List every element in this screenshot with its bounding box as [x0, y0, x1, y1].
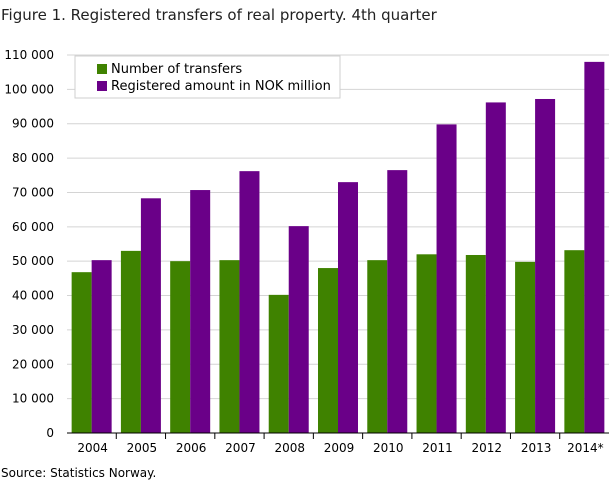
bar-registered-amount-2006 — [190, 190, 211, 433]
y-tick-label: 10 000 — [12, 392, 54, 406]
axes: 0 10 000 20 000 30 000 40 000 50 000 60 000 70 … — [4, 48, 609, 455]
bar-registered-amount-2005 — [140, 198, 161, 433]
bar-number-of-transfers-2007 — [219, 260, 240, 433]
bar-registered-amount-2004 — [91, 260, 112, 433]
y-tick-label: 60 000 — [12, 220, 54, 234]
bar-registered-amount-2012 — [485, 102, 506, 434]
legend: Number of transfers Registered amount in … — [74, 55, 341, 99]
bar-number-of-transfers-2010 — [367, 260, 388, 433]
bar-number-of-transfers-2008 — [268, 294, 289, 433]
x-tick-label: 2004 — [77, 441, 108, 455]
bar-number-of-transfers-2006 — [170, 261, 191, 433]
bar-registered-amount-2007 — [239, 171, 260, 433]
y-tick-label: 20 000 — [12, 357, 54, 371]
x-tick-label: 2010 — [373, 441, 404, 455]
legend-box — [74, 55, 341, 99]
bar-registered-amount-2013 — [535, 98, 556, 434]
y-tick-label: 40 000 — [12, 289, 54, 303]
bar-number-of-transfers-2011 — [416, 254, 437, 433]
bar-registered-amount-2008 — [288, 226, 309, 433]
x-tick-label: 2007 — [225, 441, 256, 455]
bar-registered-amount-2010 — [387, 170, 408, 434]
y-tick-label: 50 000 — [12, 254, 54, 268]
bar-registered-amount-2014 — [584, 61, 605, 433]
bar-number-of-transfers-2004 — [71, 272, 92, 433]
y-tick-label: 70 000 — [12, 185, 54, 199]
bar-number-of-transfers-2005 — [120, 250, 141, 433]
x-tick-label: 2009 — [324, 441, 355, 455]
x-tick-label: 2008 — [274, 441, 305, 455]
x-tick-label: 2005 — [127, 441, 158, 455]
bar-registered-amount-2011 — [436, 124, 457, 433]
source-note: Source: Statistics Norway. — [1, 466, 157, 480]
y-tick-label: 30 000 — [12, 323, 54, 337]
x-tick-label: 2006 — [176, 441, 207, 455]
x-tick-label: 2013 — [521, 441, 552, 455]
bar-number-of-transfers-2009 — [318, 268, 338, 433]
x-tick-label: 2014* — [567, 441, 604, 455]
legend-label: Number of transfers — [111, 62, 242, 77]
bar-registered-amount-2009 — [338, 182, 358, 433]
y-tick-label: 0 — [46, 426, 54, 440]
y-tick-label: 80 000 — [12, 151, 54, 165]
bars — [71, 61, 605, 434]
bar-number-of-transfers-2012 — [465, 254, 486, 433]
y-tick-label: 110 000 — [4, 48, 54, 62]
legend-label: Registered amount in NOK million — [111, 79, 331, 94]
x-tick-label: 2012 — [472, 441, 503, 455]
legend-swatch — [97, 81, 107, 91]
y-tick-label: 90 000 — [12, 117, 54, 131]
chart-title: Figure 1. Registered transfers of real p… — [1, 6, 437, 24]
bar-number-of-transfers-2014 — [564, 250, 585, 433]
bar-number-of-transfers-2013 — [515, 261, 536, 433]
y-tick-label: 100 000 — [4, 82, 54, 96]
x-tick-label: 2011 — [422, 441, 453, 455]
legend-swatch — [97, 64, 107, 74]
